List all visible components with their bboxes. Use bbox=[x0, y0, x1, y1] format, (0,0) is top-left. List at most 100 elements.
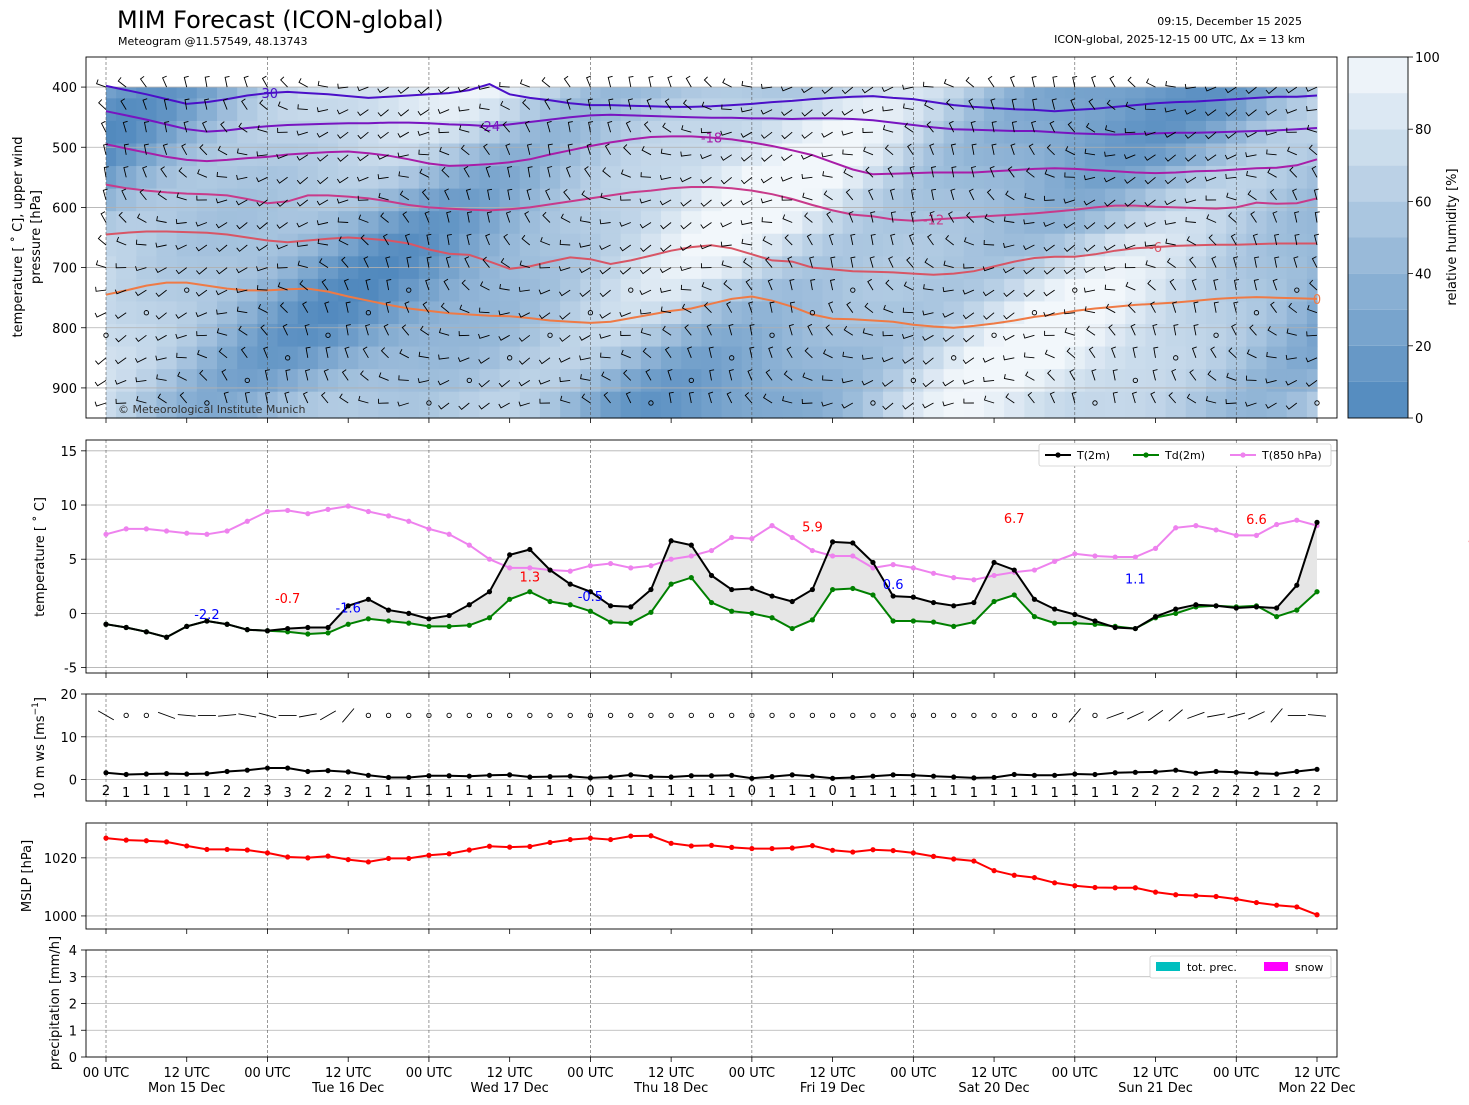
humidity-cell bbox=[539, 391, 561, 419]
humidity-cell bbox=[358, 278, 380, 303]
humidity-cell bbox=[761, 166, 783, 190]
wind-barb bbox=[296, 222, 308, 228]
series-point bbox=[708, 572, 715, 579]
wind-barb bbox=[197, 169, 208, 178]
humidity-cell bbox=[1246, 233, 1268, 257]
humidity-cell bbox=[761, 188, 783, 212]
humidity-cell bbox=[479, 301, 501, 325]
wind-barb bbox=[483, 143, 490, 156]
wind-barb bbox=[599, 267, 611, 275]
series-point bbox=[688, 773, 694, 779]
wind-barb bbox=[902, 402, 914, 410]
humidity-cell bbox=[317, 301, 339, 325]
wind-barb bbox=[518, 380, 531, 387]
humidity-cell bbox=[923, 166, 945, 190]
series-point bbox=[486, 843, 493, 849]
wind-barb bbox=[1043, 267, 1055, 275]
humidity-cell bbox=[418, 143, 440, 167]
humidity-cell bbox=[398, 278, 420, 303]
humidity-cell bbox=[217, 369, 238, 393]
wind-barb bbox=[1125, 101, 1136, 111]
humidity-cell bbox=[136, 211, 158, 235]
humidity-cell bbox=[418, 346, 440, 370]
series-point bbox=[971, 858, 977, 864]
wind-barb bbox=[842, 149, 853, 156]
series-point bbox=[1031, 567, 1038, 573]
humidity-cell bbox=[479, 278, 501, 303]
series-point bbox=[870, 592, 876, 598]
wind-barb bbox=[740, 176, 753, 185]
series-point bbox=[1213, 527, 1219, 533]
wind-barb bbox=[498, 310, 510, 316]
humidity-cell bbox=[782, 301, 803, 325]
humidity-cell bbox=[560, 166, 581, 190]
wind-barb bbox=[1044, 349, 1055, 359]
humidity-cell bbox=[802, 188, 824, 212]
humidity-cell bbox=[1246, 278, 1268, 303]
wind-barb bbox=[970, 120, 976, 133]
series-point bbox=[1253, 899, 1260, 906]
calm-marker bbox=[1173, 355, 1179, 361]
humidity-cell bbox=[499, 98, 521, 122]
series-point bbox=[1193, 602, 1199, 608]
wind-barb bbox=[922, 310, 934, 316]
humidity-cell bbox=[1246, 166, 1268, 190]
humidity-cell bbox=[156, 323, 178, 348]
wind-barb bbox=[1152, 323, 1158, 336]
wind-barb bbox=[619, 267, 632, 275]
beaufort-label: 1 bbox=[1030, 784, 1038, 799]
humidity-cell bbox=[943, 166, 965, 190]
wind-barb bbox=[1265, 378, 1277, 384]
humidity-cell bbox=[459, 87, 480, 99]
humidity-cell bbox=[277, 120, 299, 145]
calm-marker bbox=[143, 310, 150, 316]
wind-barb bbox=[1065, 146, 1076, 156]
wind-barb bbox=[421, 189, 430, 201]
wind-barb bbox=[155, 355, 167, 361]
humidity-cell bbox=[317, 233, 339, 257]
wind-barb bbox=[1164, 176, 1176, 185]
wind-barb bbox=[277, 263, 288, 269]
humidity-cell bbox=[499, 211, 521, 235]
wind-barb bbox=[904, 122, 914, 133]
wind-barb bbox=[721, 104, 732, 111]
day-label: Wed 17 Dec bbox=[471, 1081, 549, 1096]
humidity-cell bbox=[418, 120, 440, 145]
day-label: Mon 22 Dec bbox=[1278, 1081, 1355, 1096]
wind-barb bbox=[94, 380, 107, 387]
wind-barb bbox=[285, 369, 291, 381]
humidity-cell bbox=[1125, 211, 1147, 235]
series-point bbox=[991, 572, 997, 579]
humidity-cell bbox=[519, 346, 541, 370]
humidity-cell bbox=[459, 166, 480, 190]
humidity-cell bbox=[1266, 120, 1288, 145]
wind-barb bbox=[298, 713, 317, 718]
wind-barb bbox=[560, 395, 571, 404]
wind-barb bbox=[1184, 154, 1197, 162]
wind-barb bbox=[688, 391, 694, 404]
humidity-cell bbox=[1084, 233, 1106, 257]
humidity-cell bbox=[156, 188, 178, 212]
humidity-cell bbox=[217, 323, 238, 348]
series-point bbox=[890, 847, 896, 854]
wind-barb bbox=[123, 143, 129, 155]
wind-barb bbox=[600, 192, 611, 201]
wind-barb bbox=[1124, 199, 1136, 207]
wind-barb bbox=[861, 86, 874, 94]
wind-barb bbox=[518, 357, 531, 365]
wind-barb bbox=[478, 333, 490, 339]
time-tick-label: 12 UTC bbox=[325, 1066, 371, 1081]
beaufort-label: 2 bbox=[324, 786, 332, 801]
wind-barb bbox=[181, 143, 188, 156]
wind-barb bbox=[339, 393, 349, 404]
humidity-cell bbox=[1306, 120, 1318, 145]
colorbar-band bbox=[1348, 57, 1408, 94]
humidity-cell bbox=[479, 323, 501, 348]
humidity-cell bbox=[106, 166, 117, 190]
wind-barb bbox=[628, 75, 634, 88]
humidity-cell bbox=[963, 120, 985, 145]
wind-barb bbox=[882, 106, 894, 112]
wind-barb bbox=[780, 176, 793, 182]
series-point bbox=[224, 846, 230, 853]
humidity-cell bbox=[136, 323, 158, 348]
